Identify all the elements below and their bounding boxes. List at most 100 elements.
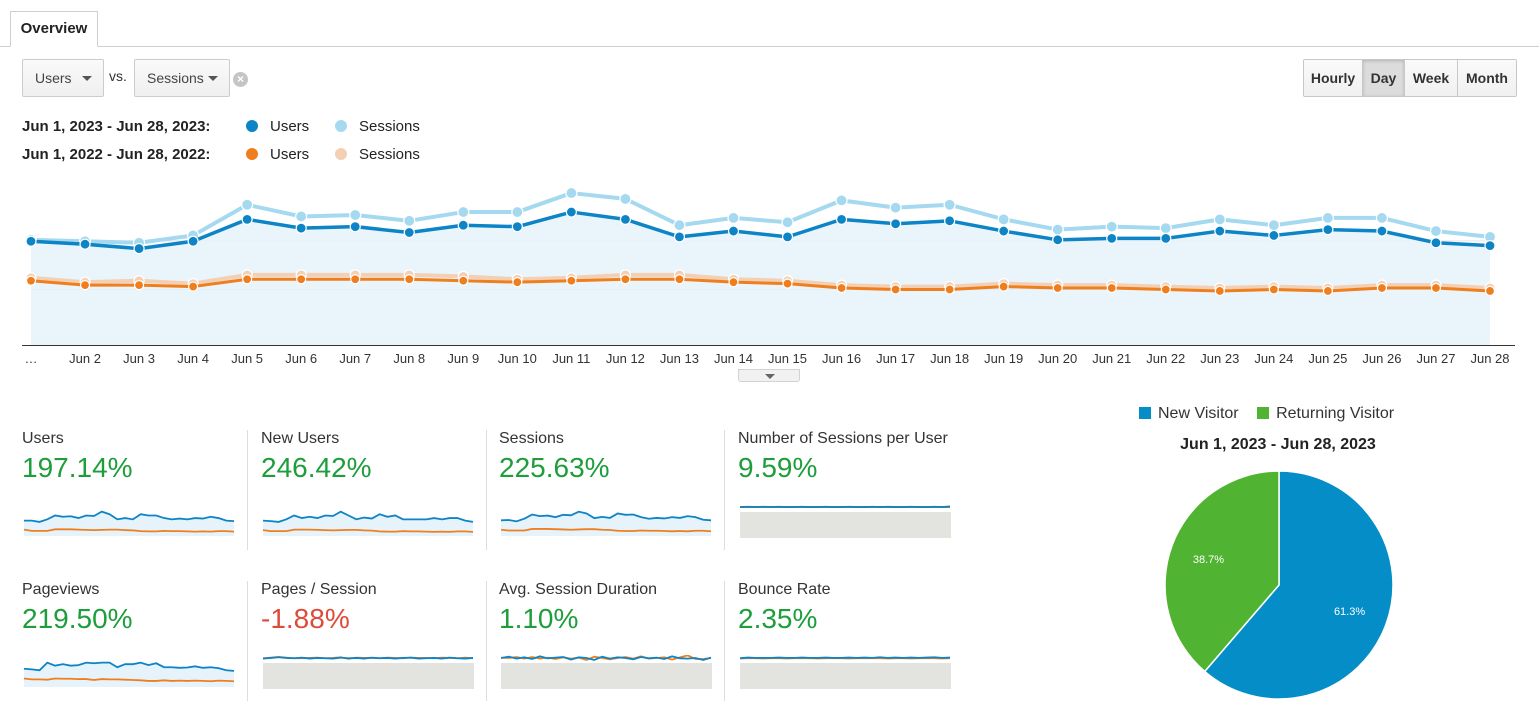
visitor-type-pie-chart[interactable]: 61.3% 38.7%: [1155, 461, 1403, 706]
series-users-previous-point[interactable]: [1376, 282, 1388, 294]
series-users-current-point[interactable]: [673, 231, 686, 243]
series-users-current-point[interactable]: [187, 235, 199, 247]
comparison-metric-select[interactable]: Sessions: [134, 59, 230, 97]
series-users-previous-point[interactable]: [1430, 282, 1442, 294]
series-users-current-point[interactable]: [781, 231, 794, 243]
series-sessions-current-point[interactable]: [1375, 211, 1389, 225]
series-users-previous-point[interactable]: [890, 284, 901, 295]
scorecard-bounce-rate[interactable]: Bounce Rate 2.35%: [738, 581, 964, 701]
series-users-current-point[interactable]: [565, 206, 577, 218]
series-sessions-current-point[interactable]: [1321, 211, 1334, 225]
series-sessions-current-point[interactable]: [457, 205, 470, 219]
series-users-current-point[interactable]: [1430, 237, 1442, 249]
series-users-previous-point[interactable]: [1322, 285, 1333, 297]
series-users-previous-point[interactable]: [944, 284, 955, 295]
primary-metric-select[interactable]: Users: [22, 59, 104, 97]
series-sessions-current-point[interactable]: [511, 205, 524, 219]
series-users-previous-point[interactable]: [133, 280, 145, 291]
legend-returning-visitor[interactable]: Returning Visitor: [1257, 405, 1394, 422]
series-sessions-current-point[interactable]: [1105, 220, 1118, 233]
pie-slice-returning-visitor[interactable]: [1164, 470, 1280, 673]
series-users-previous-point[interactable]: [566, 275, 577, 286]
series-users-current-point[interactable]: [1052, 234, 1064, 246]
series-users-current-point[interactable]: [619, 213, 632, 225]
legend-users-previous[interactable]: Users: [246, 146, 309, 163]
series-users-current-point[interactable]: [25, 235, 37, 247]
scorecard-new-users[interactable]: New Users 246.42%: [261, 430, 487, 550]
series-users-current-point[interactable]: [349, 221, 361, 233]
series-users-previous-point[interactable]: [1106, 282, 1117, 294]
tab-overview[interactable]: Overview: [10, 11, 98, 47]
series-users-previous-point[interactable]: [620, 274, 631, 285]
month-button[interactable]: Month: [1458, 60, 1516, 96]
series-users-current-point[interactable]: [1214, 225, 1226, 237]
series-sessions-current-point[interactable]: [1429, 224, 1443, 238]
series-users-current-point[interactable]: [295, 222, 307, 234]
series-sessions-current-point[interactable]: [727, 211, 740, 225]
scorecard-avg-session-duration[interactable]: Avg. Session Duration 1.10%: [499, 581, 725, 701]
hourly-button[interactable]: Hourly: [1304, 60, 1363, 96]
series-sessions-current-point[interactable]: [835, 194, 848, 207]
series-sessions-current-point[interactable]: [889, 201, 902, 214]
series-users-previous-point[interactable]: [404, 274, 415, 285]
series-users-current-point[interactable]: [1484, 240, 1496, 252]
series-sessions-current-point[interactable]: [403, 214, 416, 227]
legend-users-current[interactable]: Users: [246, 118, 309, 135]
scorecard-sessions[interactable]: Sessions 225.63%: [499, 430, 725, 550]
series-users-current-point[interactable]: [457, 219, 469, 231]
series-users-current-point[interactable]: [998, 225, 1010, 237]
series-users-current-point[interactable]: [944, 215, 956, 227]
scorecard-pageviews[interactable]: Pageviews 219.50%: [22, 581, 248, 701]
series-users-previous-point[interactable]: [782, 278, 793, 289]
series-users-previous-point[interactable]: [674, 274, 685, 285]
clear-comparison-icon[interactable]: ×: [233, 72, 248, 87]
series-users-current-point[interactable]: [835, 213, 848, 225]
series-sessions-current-point[interactable]: [241, 198, 254, 211]
series-sessions-current-point[interactable]: [619, 192, 632, 206]
series-users-previous-point[interactable]: [188, 281, 199, 292]
scorecard-pages-session[interactable]: Pages / Session -1.88%: [261, 581, 487, 701]
series-users-previous-point[interactable]: [1268, 284, 1279, 295]
series-users-current-point[interactable]: [1376, 225, 1388, 237]
day-button[interactable]: Day: [1363, 60, 1405, 96]
series-users-current-point[interactable]: [403, 226, 415, 239]
series-sessions-current-point[interactable]: [295, 210, 308, 223]
week-button[interactable]: Week: [1405, 60, 1458, 96]
series-sessions-current-point[interactable]: [1267, 219, 1280, 232]
series-sessions-current-point[interactable]: [1213, 213, 1226, 226]
chart-collapse-handle[interactable]: [738, 369, 800, 382]
series-users-current-point[interactable]: [511, 221, 523, 233]
series-users-previous-point[interactable]: [728, 277, 739, 288]
scorecard-users[interactable]: Users 197.14%: [22, 430, 248, 550]
series-sessions-current-point[interactable]: [781, 216, 794, 229]
series-users-previous-point[interactable]: [296, 274, 307, 285]
legend-new-visitor[interactable]: New Visitor: [1139, 405, 1239, 422]
series-users-current-point[interactable]: [79, 238, 91, 250]
series-users-current-point[interactable]: [889, 218, 902, 230]
series-users-current-point[interactable]: [241, 213, 253, 225]
series-users-previous-point[interactable]: [836, 282, 847, 294]
series-users-previous-point[interactable]: [458, 275, 469, 286]
series-users-current-point[interactable]: [727, 225, 740, 237]
series-users-current-point[interactable]: [1268, 229, 1280, 242]
pie-slice-new-visitor[interactable]: [1203, 470, 1394, 700]
series-users-previous-point[interactable]: [25, 275, 37, 286]
users-sessions-line-chart[interactable]: … Jun 2 Jun 3 Jun 4 Jun 5 Jun 6 Jun 7 Jun 8 Jun …: [0, 172, 1539, 372]
series-users-previous-point[interactable]: [79, 280, 91, 291]
series-users-current-point[interactable]: [1322, 223, 1334, 236]
series-users-previous-point[interactable]: [512, 277, 523, 288]
series-users-previous-point[interactable]: [998, 281, 1009, 292]
legend-sessions-current[interactable]: Sessions: [335, 118, 420, 135]
series-sessions-current-point[interactable]: [997, 213, 1010, 226]
series-sessions-current-point[interactable]: [673, 219, 686, 232]
series-users-previous-point[interactable]: [1052, 282, 1063, 294]
series-users-current-point[interactable]: [1106, 232, 1118, 244]
series-users-previous-point[interactable]: [350, 274, 361, 285]
series-sessions-current-point[interactable]: [1159, 222, 1172, 235]
series-users-current-point[interactable]: [1160, 232, 1172, 244]
series-sessions-current-point[interactable]: [1051, 223, 1064, 236]
series-users-previous-point[interactable]: [1214, 285, 1225, 297]
series-users-previous-point[interactable]: [1160, 284, 1171, 295]
series-users-previous-point[interactable]: [242, 274, 253, 285]
series-sessions-current-point[interactable]: [349, 208, 362, 222]
